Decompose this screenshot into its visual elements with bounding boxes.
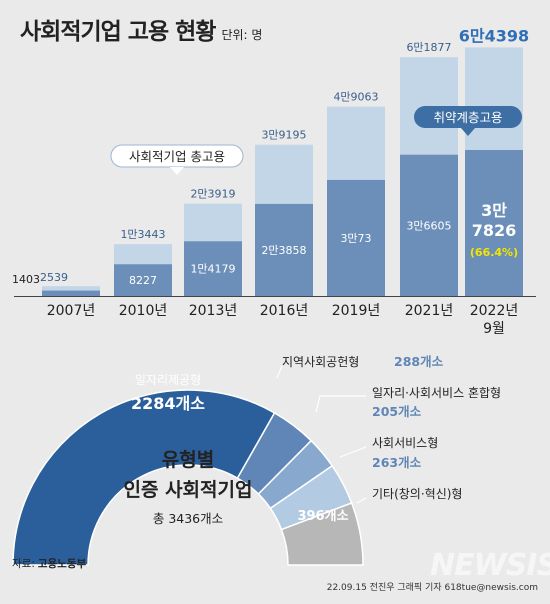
source-name: 고용노동부 [37,558,87,570]
donut-total-label: 총 3436개소 [153,511,223,526]
slice-value-1: 288개소 [394,354,444,369]
slice-name-0: 일자리제공형 [135,373,201,387]
total-value-label-6: 6만4398 [459,26,529,45]
total-value-label-3: 3만9195 [261,129,306,142]
vulnerable-value-label-0: 1403 [12,273,40,286]
vulnerable-value-label-5: 3만6605 [406,219,451,232]
donut-slice-0 [12,389,276,566]
vulnerable-value-label-4: 3만73 [340,232,371,245]
watermark: NEWSIS [430,548,550,583]
legend-callout-vulnerable [414,106,522,128]
vulnerable-value-label-3: 2만3858 [261,244,306,257]
legend-label-total: 사회적기업 총고용 [129,149,225,164]
x-tick-label-5: 2021년 [405,303,454,319]
slice-value-0: 2284개소 [131,394,205,413]
slice-name-2: 일자리·사회서비스 혼합형 [372,386,501,400]
slice-value-3: 263개소 [372,455,422,470]
x-tick-label-0: 2007년 [47,303,96,319]
legend-callout-vulnerable-pointer [461,128,475,136]
x-tick-label-2: 2013년 [189,303,238,319]
vulnerable-percent-label: (66.4%) [470,246,518,259]
leader-line-1 [276,365,283,379]
title-text: 사회적기업 고용 현황 [20,19,216,45]
slice-name-3: 사회서비스형 [372,436,438,450]
vulnerable-value-label-2: 1만4179 [190,263,235,276]
credit-line: 22.09.15 전진우 그래픽 기자 618tue@newsis.com [326,583,538,593]
total-value-label-1: 1만3443 [120,228,165,241]
vulnerable-value-label-1: 8227 [129,274,157,287]
slice-name-4: 기타(창의·혁신)형 [372,487,462,501]
legend-label-vulnerable: 취약계층고용 [433,110,502,125]
x-tick-label-6: 2022년 [470,303,519,319]
leader-line-4 [356,497,367,504]
vulnerable-value-label-6b: 7826 [472,221,517,240]
total-value-label-0: 2539 [40,271,68,284]
bar-vulnerable-3 [255,203,313,296]
slice-name-1: 지역사회공헌형 [282,355,359,369]
x-tick-label-3: 2016년 [260,303,309,319]
leader-line-3 [339,446,367,458]
x-tick-label-1: 2010년 [119,303,168,319]
bar-vulnerable-5 [400,154,458,296]
slice-value-2: 205개소 [372,404,422,419]
leader-line-2 [315,395,366,413]
legend-callout-total-pointer [170,167,184,175]
donut-center-title-2: 인증 사회적기업 [124,479,253,501]
source-line: 자료: 고용노동부 [12,556,86,571]
total-value-label-4: 4만9063 [333,91,378,104]
source-label: 자료: [12,558,35,570]
x-tick-label-6: 9월 [483,321,505,337]
chart-title: 사회적기업 고용 현황 단위: 명 [20,12,262,46]
unit-label: 단위: 명 [221,28,263,42]
donut-center-title-1: 유형별 [162,449,214,471]
bar-vulnerable-2 [184,241,242,296]
bar-vulnerable-6 [465,149,523,296]
vulnerable-value-label-6: 3만 [481,201,507,220]
slice-value-4: 396개소 [297,509,348,524]
bar-vulnerable-4 [327,179,385,296]
donut-slice-4 [280,502,364,566]
total-value-label-2: 2만3919 [190,188,235,201]
bar-vulnerable-1 [114,264,172,296]
x-tick-label-4: 2019년 [332,303,381,319]
bar-vulnerable-0 [42,290,100,296]
total-value-label-5: 6만1877 [406,41,451,54]
